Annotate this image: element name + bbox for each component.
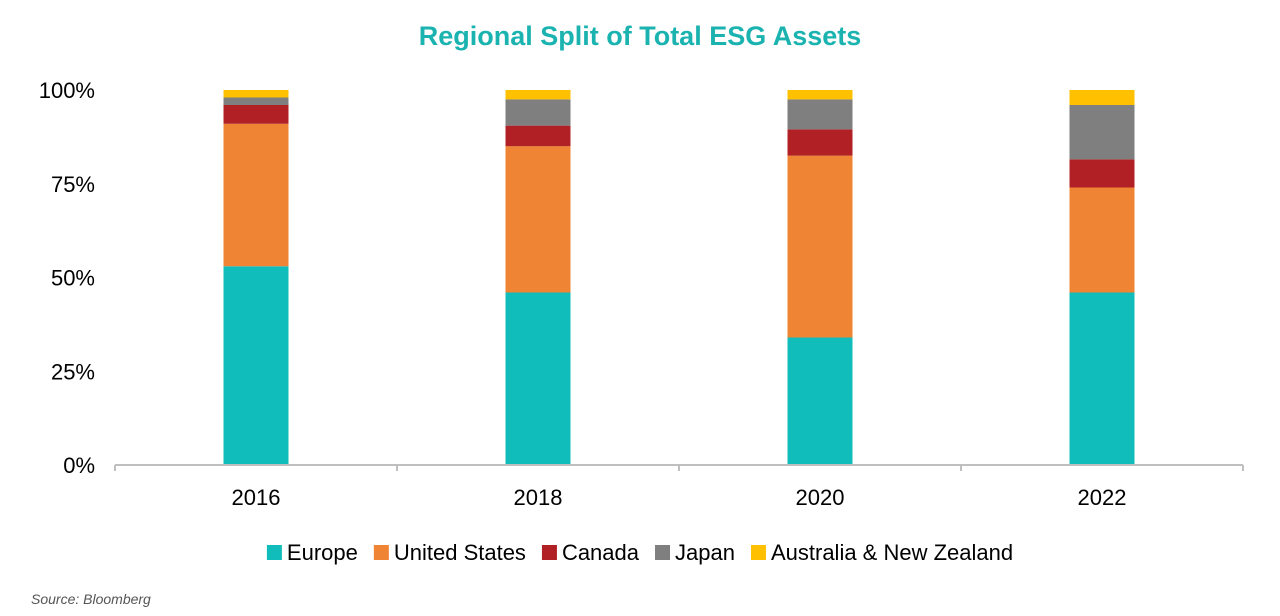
bars: [223, 90, 1135, 465]
bar-segment: [505, 99, 571, 126]
bar-segment: [505, 146, 571, 293]
bar-segment: [1069, 187, 1135, 293]
legend-label: Canada: [562, 540, 640, 565]
x-tick-label: 2016: [232, 485, 281, 510]
legend-label: United States: [394, 540, 526, 565]
chart-title: Regional Split of Total ESG Assets: [419, 21, 862, 51]
bar-segment: [787, 155, 853, 338]
legend-label: Japan: [675, 540, 735, 565]
source-note: Source: Bloomberg: [31, 591, 151, 607]
y-tick-label: 75%: [51, 172, 95, 197]
x-tick-label: 2022: [1078, 485, 1127, 510]
bar-segment: [787, 90, 853, 100]
bar-segment: [787, 99, 853, 130]
legend-swatch: [750, 545, 766, 560]
legend-swatch: [373, 545, 389, 560]
legend-item: United States: [373, 540, 526, 565]
bar-segment: [1069, 159, 1135, 188]
bar-segment: [223, 105, 289, 124]
bar-segment: [505, 292, 571, 465]
bar-segment: [1069, 90, 1135, 105]
bar-segment: [1069, 292, 1135, 465]
legend-swatch: [655, 545, 671, 560]
y-tick-label: 100%: [39, 78, 95, 103]
bar-segment: [505, 125, 571, 147]
bar-segment: [223, 97, 289, 105]
legend-swatch: [541, 545, 557, 560]
x-tick-label: 2020: [796, 485, 845, 510]
bar-segment: [223, 123, 289, 267]
legend-item: Australia & New Zealand: [750, 540, 1013, 565]
x-tick-label: 2018: [514, 485, 563, 510]
legend-label: Australia & New Zealand: [771, 540, 1013, 565]
x-axis: 2016 2018 2020 2022: [114, 464, 1244, 510]
y-tick-label: 0%: [63, 453, 95, 478]
y-tick-label: 50%: [51, 266, 95, 291]
bar-segment: [1069, 105, 1135, 160]
legend-item: Japan: [655, 540, 735, 565]
y-axis: 0% 25% 50% 75% 100%: [39, 78, 95, 478]
bar-segment: [787, 129, 853, 156]
bar-segment: [787, 337, 853, 465]
legend-swatch: [266, 545, 282, 560]
legend-item: Canada: [541, 540, 640, 565]
bar-segment: [223, 266, 289, 465]
legend: Europe United States Canada Japan Australia …: [266, 540, 1013, 565]
bar-segment: [505, 90, 571, 100]
legend-item: Europe: [266, 540, 358, 565]
bar-segment: [223, 90, 289, 98]
legend-label: Europe: [287, 540, 358, 565]
y-tick-label: 25%: [51, 359, 95, 384]
